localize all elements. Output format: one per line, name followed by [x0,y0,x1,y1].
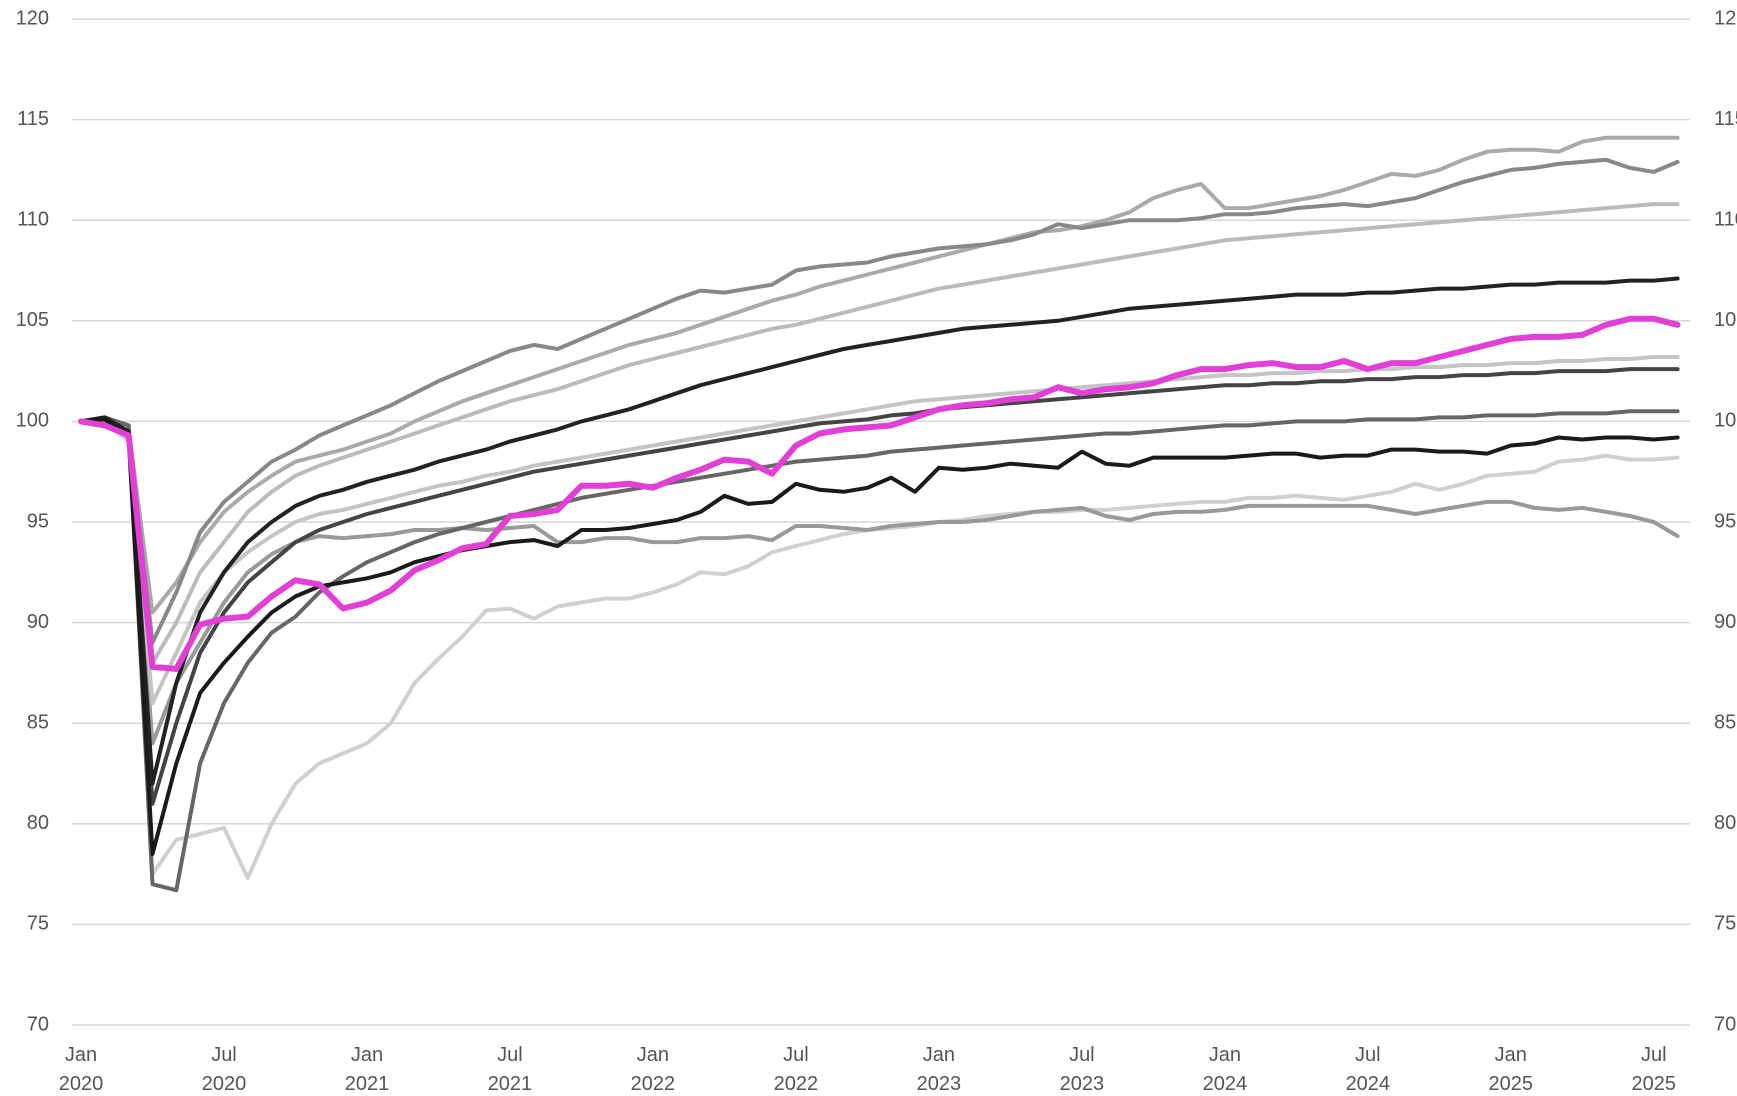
y2-tick-label: 95 [1714,510,1736,532]
y-tick-label: 85 [27,711,49,733]
series-line [79,419,1680,881]
series-line [79,202,1680,665]
y-tick-label: 80 [27,812,49,834]
series-line [79,367,1680,806]
x-tick-label: Jan 2020 [59,1044,104,1095]
series-line [79,419,1680,746]
x-tick-label: Jul 2020 [202,1044,247,1095]
y2-tick-label: 120 [1714,7,1737,29]
series-line [78,315,1681,672]
x-tick-label: Jan 2022 [631,1044,676,1095]
y2-tick-label: 115 [1714,108,1737,130]
x-tick-label: Jul 2024 [1346,1044,1391,1095]
y2-tick-label: 80 [1714,812,1736,834]
x-tick-label: Jul 2023 [1060,1044,1105,1095]
x-tick-label: Jul 2022 [774,1044,819,1095]
y-tick-label: 100 [16,410,49,432]
x-tick-label: Jan 2023 [917,1044,962,1095]
series-line [79,157,1680,645]
x-tick-label: Jan 2021 [345,1044,390,1095]
y-tick-label: 70 [27,1013,49,1035]
series-line [79,409,1680,893]
y-tick-label: 120 [16,7,49,29]
y2-tick-label: 105 [1714,309,1737,331]
series-line [79,276,1680,786]
y-tick-label: 105 [16,309,49,331]
y-tick-label: 110 [17,208,49,230]
x-tick-label: Jul 2025 [1632,1044,1677,1095]
series-line [79,355,1680,706]
y2-tick-label: 110 [1714,208,1737,230]
y2-tick-label: 100 [1714,410,1737,432]
y-tick-label: 75 [27,913,49,935]
series-line [79,135,1680,615]
y2-tick-label: 75 [1714,913,1736,935]
y-tick-label: 115 [17,108,49,130]
x-tick-label: Jan 2025 [1489,1044,1534,1095]
y-tick-label: 95 [27,510,49,532]
y2-tick-label: 85 [1714,711,1736,733]
x-tick-label: Jan 2024 [1203,1044,1248,1095]
series-line [79,417,1680,856]
x-tick-label: Jul 2021 [488,1044,533,1095]
y-tick-label: 90 [27,611,49,633]
y2-tick-label: 90 [1714,611,1736,633]
y2-tick-label: 70 [1714,1013,1736,1035]
